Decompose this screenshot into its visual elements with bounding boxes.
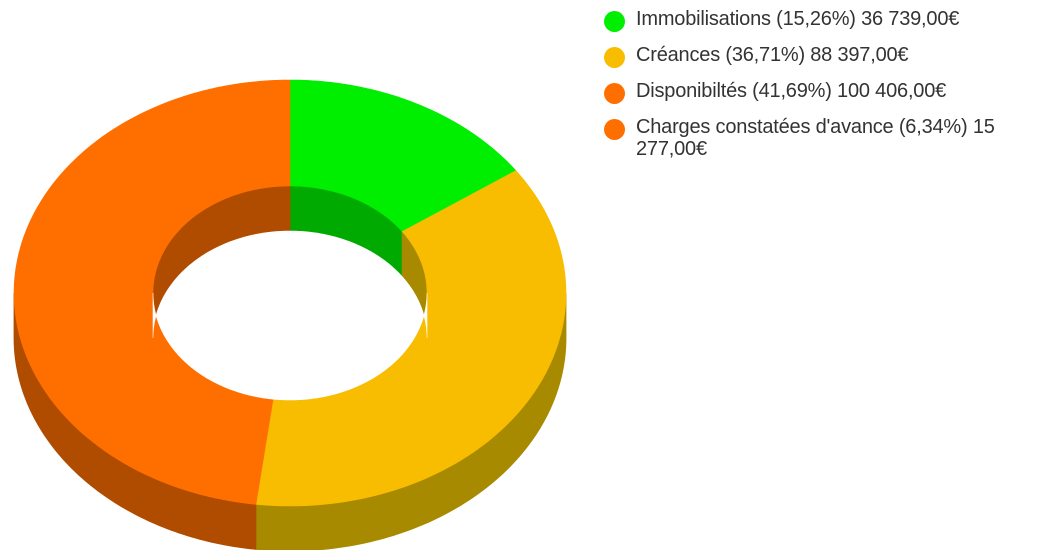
legend-label-immobilisations: Immobilisations (15,26%) 36 739,00€ bbox=[636, 8, 960, 30]
donut-hole bbox=[152, 230, 428, 401]
legend-item-immobilisations[interactable]: Immobilisations (15,26%) 36 739,00€ bbox=[604, 8, 1049, 32]
donut-slice-3 bbox=[182, 79, 291, 195]
legend-swatch-charges-constatees-icon bbox=[604, 119, 625, 140]
legend-swatch-creances-icon bbox=[604, 47, 625, 68]
legend-label-creances: Créances (36,71%) 88 397,00€ bbox=[636, 44, 909, 66]
chart-legend: Immobilisations (15,26%) 36 739,00€ Créa… bbox=[604, 8, 1049, 172]
legend-item-disponibilites[interactable]: Disponibiltés (41,69%) 100 406,00€ bbox=[604, 80, 1049, 104]
legend-item-charges-constatees[interactable]: Charges constatées d'avance (6,34%) 15 2… bbox=[604, 116, 1049, 160]
legend-label-disponibilites: Disponibiltés (41,69%) 100 406,00€ bbox=[636, 80, 947, 102]
legend-item-creances[interactable]: Créances (36,71%) 88 397,00€ bbox=[604, 44, 1049, 68]
legend-label-charges-constatees: Charges constatées d'avance (6,34%) 15 2… bbox=[636, 116, 995, 160]
legend-swatch-disponibilites-icon bbox=[604, 83, 625, 104]
donut-chart bbox=[13, 79, 567, 550]
legend-swatch-immobilisations-icon bbox=[604, 11, 625, 32]
